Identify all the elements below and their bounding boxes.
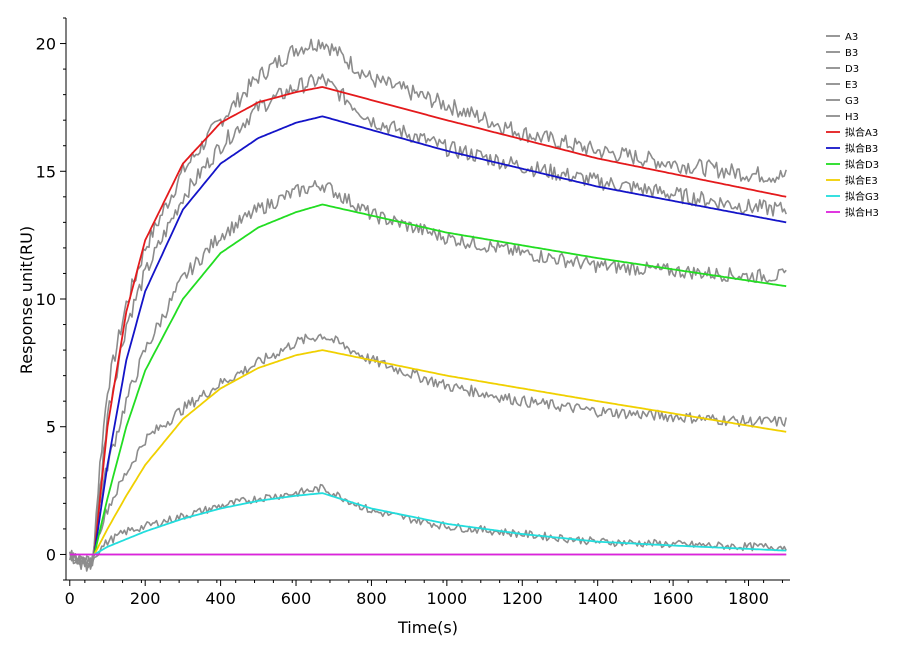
legend-label: 拟合H3 <box>845 206 879 219</box>
y-tick-label: 20 <box>36 35 56 54</box>
x-tick-label: 200 <box>130 589 161 608</box>
legend-label: 拟合G3 <box>845 190 879 203</box>
legend-label: 拟合A3 <box>845 126 878 139</box>
y-tick-label: 0 <box>46 545 56 564</box>
series-line-拟合B3 <box>93 115 787 555</box>
series-line-拟合A3 <box>93 86 787 555</box>
x-tick-label: 800 <box>356 589 387 608</box>
x-tick-label: 0 <box>65 589 75 608</box>
x-tick-label: 1600 <box>653 589 694 608</box>
legend-label: H3 <box>845 112 859 123</box>
legend-label: 拟合B3 <box>845 142 878 155</box>
legend-label: 拟合D3 <box>845 158 879 171</box>
y-tick-label: 10 <box>36 290 56 309</box>
y-axis-title: Response unit(RU) <box>17 226 36 374</box>
legend-label: 拟合E3 <box>845 174 878 187</box>
series-line-B3 <box>69 73 787 570</box>
y-tick-label: 5 <box>46 418 56 437</box>
legend-label: A3 <box>845 32 858 43</box>
series-line-E3 <box>69 333 787 568</box>
series-line-G3 <box>69 483 787 565</box>
x-tick-label: 1400 <box>577 589 618 608</box>
x-tick-label: 1000 <box>426 589 467 608</box>
series-line-拟合E3 <box>93 349 787 555</box>
x-tick-label: 1200 <box>502 589 543 608</box>
series-line-拟合D3 <box>93 203 787 555</box>
x-axis-title: Time(s) <box>397 618 458 637</box>
legend-label: G3 <box>845 96 859 107</box>
series-line-拟合G3 <box>93 492 787 556</box>
y-tick-label: 15 <box>36 162 56 181</box>
axes: 0 200 400 600 800 1000 1200 1400 1600 1800 0 5 10 15 2… <box>36 17 790 608</box>
series-line-D3 <box>69 180 787 572</box>
plot-area <box>69 38 787 572</box>
x-tick-label: 400 <box>205 589 236 608</box>
series-line-A3 <box>69 38 787 570</box>
legend-label: E3 <box>845 80 858 91</box>
x-tick-label: 600 <box>281 589 312 608</box>
legend: A3 B3 D3 E3 G3 H3 拟合A3 拟合B3 拟合D3 拟合E3 拟合G3 拟合H3 <box>826 32 879 219</box>
legend-label: D3 <box>845 64 859 75</box>
legend-label: B3 <box>845 48 858 59</box>
x-tick-label: 1800 <box>728 589 769 608</box>
